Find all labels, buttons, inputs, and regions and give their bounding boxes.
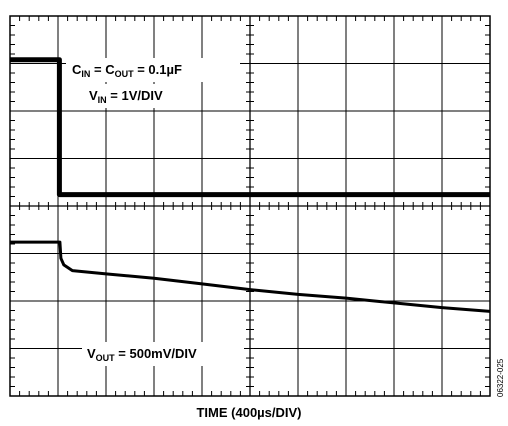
- grid: [9, 15, 491, 397]
- vout-annotation: VOUT = 500mV/DIV: [87, 346, 197, 363]
- x-axis-label: TIME (400µs/DIV): [196, 405, 301, 420]
- cap-annotation: CIN = COUT = 0.1µF: [72, 62, 182, 79]
- vin-trace: [10, 57, 490, 198]
- figure-code: 06322-025: [496, 358, 505, 397]
- vout-trace: [10, 240, 491, 313]
- cap-annotation-background: [66, 58, 240, 82]
- vout-annotation-background: [82, 342, 244, 366]
- vin-annotation: VIN = 1V/DIV: [89, 88, 163, 105]
- plot-border: [9, 15, 491, 397]
- vin-annotation-background: [84, 84, 194, 108]
- traces: [10, 57, 491, 313]
